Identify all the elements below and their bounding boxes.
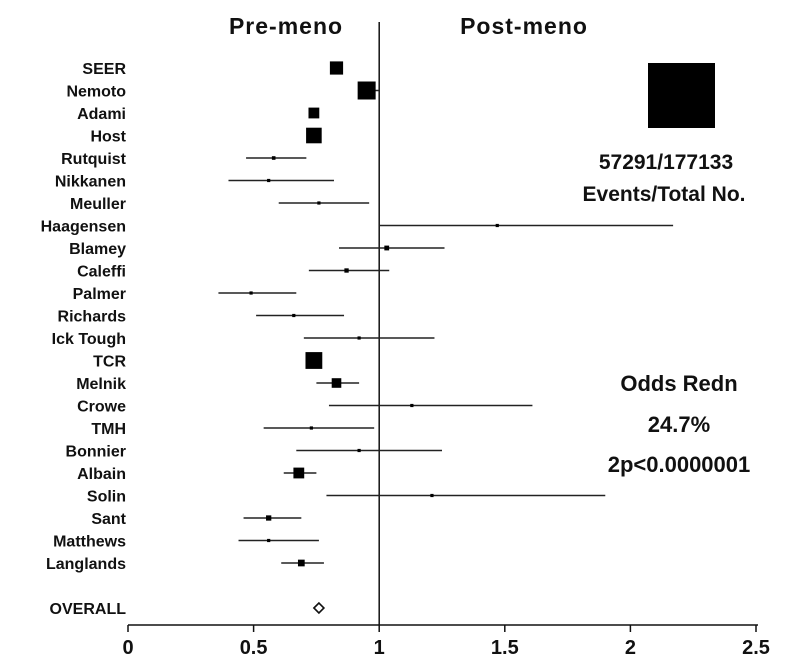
- x-axis-ticks: 0 0.5 1 1.5 2 2.5: [122, 625, 770, 659]
- study-label: TCR: [93, 354, 126, 371]
- x-tick-label: 0.5: [240, 637, 268, 659]
- header-post-meno: Post-meno: [460, 13, 588, 39]
- point-estimate-square: [305, 352, 323, 369]
- point-estimate-square: [329, 61, 344, 75]
- point-estimate-square: [267, 178, 271, 183]
- study-rows: SEER Nemoto Adami Host Rutquist Nikkanen Meull…: [41, 61, 674, 573]
- study-label: Matthews: [53, 534, 126, 551]
- point-estimate-square: [306, 127, 322, 144]
- study-label: Crowe: [77, 399, 126, 416]
- study-label: Sant: [91, 511, 126, 528]
- point-estimate-square: [357, 81, 376, 100]
- study-label: Host: [90, 129, 126, 146]
- point-estimate-square: [271, 156, 276, 160]
- point-estimate-square: [384, 245, 390, 251]
- study-label: Richards: [58, 309, 127, 326]
- point-estimate-square: [357, 448, 361, 453]
- stats-line-2: 24.7%: [648, 412, 710, 437]
- stats-line-1: Odds Redn: [620, 371, 737, 396]
- study-label: Albain: [77, 466, 126, 483]
- study-label: Nikkanen: [55, 174, 126, 191]
- study-label: Haagensen: [41, 219, 126, 236]
- study-label: Adami: [77, 106, 126, 123]
- study-label: Meuller: [70, 196, 126, 213]
- study-label: Rutquist: [61, 151, 127, 168]
- point-estimate-square: [410, 403, 414, 408]
- weight-key-label-1: 57291/177133: [599, 151, 733, 174]
- point-estimate-square: [249, 291, 253, 295]
- point-estimate-square: [357, 336, 361, 340]
- study-label: TMH: [91, 421, 126, 438]
- study-label: Caleffi: [77, 264, 126, 281]
- point-estimate-square: [430, 493, 434, 498]
- study-label: Palmer: [73, 286, 126, 303]
- point-estimate-square: [297, 559, 305, 567]
- point-estimate-square: [317, 201, 321, 205]
- point-estimate-square: [344, 268, 349, 273]
- point-estimate-square: [331, 378, 342, 388]
- study-label: Blamey: [69, 241, 126, 258]
- study-label: Bonnier: [66, 444, 126, 461]
- study-label: Nemoto: [66, 84, 126, 101]
- point-estimate-square: [495, 223, 499, 228]
- point-estimate-square: [293, 467, 305, 479]
- stats-line-3: 2p<0.0000001: [608, 452, 751, 477]
- x-tick-label: 2.5: [742, 637, 770, 659]
- x-tick-label: 1: [374, 637, 385, 659]
- x-tick-label: 0: [122, 637, 133, 659]
- point-estimate-square: [292, 313, 296, 318]
- weight-key-square: [648, 63, 715, 128]
- weight-key-label-2: Events/Total No.: [583, 183, 746, 206]
- point-estimate-square: [267, 538, 271, 543]
- point-estimate-square: [309, 426, 313, 430]
- point-estimate-square: [308, 107, 320, 119]
- overall-label: OVERALL: [50, 601, 127, 618]
- x-tick-label: 1.5: [491, 637, 519, 659]
- x-tick-label: 2: [625, 637, 636, 659]
- study-label: Melnik: [76, 376, 126, 393]
- study-label: Solin: [87, 489, 126, 506]
- study-label: Ick Tough: [52, 331, 126, 348]
- study-label: Langlands: [46, 556, 126, 573]
- header-pre-meno: Pre-meno: [229, 13, 343, 39]
- overall-diamond: [312, 601, 326, 615]
- study-label: SEER: [82, 61, 126, 78]
- point-estimate-square: [266, 515, 272, 521]
